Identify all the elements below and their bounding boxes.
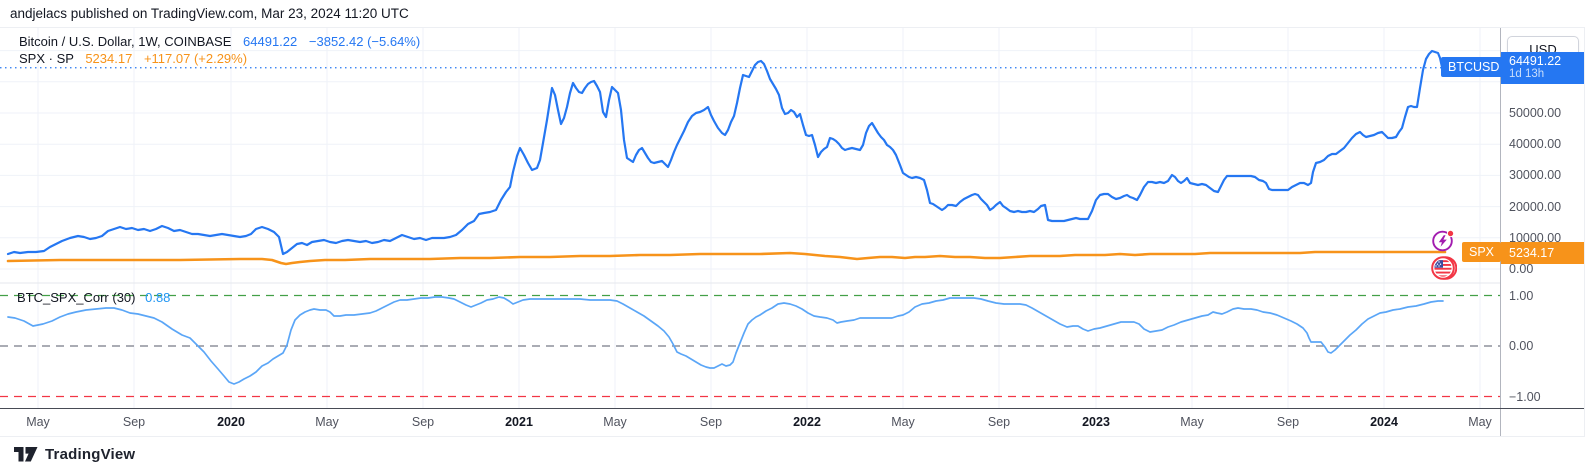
notification-dot [1446,229,1455,238]
price-label-40000.00: 40000.00 [1509,137,1562,152]
spx-change: +117.07 (+2.29%) [143,51,248,66]
btc-badge-price: 64491.22 [1509,53,1562,68]
price-label-20000.00: 20000.00 [1509,199,1562,214]
price-axis[interactable]: USD 64491.22 1d 13h 5234.17 50000.00 4000… [1500,28,1585,436]
indicator-value: 0.88 [145,290,171,305]
idea-flash-icon[interactable] [1431,229,1455,253]
btcusd-symbol-badge: BTCUSD [1441,57,1507,78]
corr-label-1.00: 1.00 [1509,288,1534,303]
time-tick-Sep: Sep [699,415,723,429]
time-tick-May: May [891,415,915,429]
time-tick-2020: 2020 [217,415,245,429]
corr-label-−1.00: −1.00 [1509,389,1541,404]
correlation-indicator-legend[interactable]: BTC_SPX_Corr (30) 0.88 [17,290,170,305]
indicator-level-lines [0,67,1500,398]
us-flag-stripes [1434,259,1452,277]
gridlines [0,28,1500,408]
price-label-50000.00: 50000.00 [1509,106,1562,120]
spx-badge-price: 5234.17 [1509,245,1555,260]
series-BTCUSD [6,49,1444,256]
time-tick-2022: 2022 [793,415,821,429]
symbol-title: Bitcoin / U.S. Dollar, 1W, COINBASE [19,34,232,49]
main-chart-legend: Bitcoin / U.S. Dollar, 1W, COINBASE 6449… [19,33,420,67]
time-tick-Sep: Sep [122,415,146,429]
spx-title: SPX · SP [19,51,74,66]
footer-bar: TradingView [0,436,1585,472]
publish-header: andjelacs published on TradingView.com, … [0,0,1585,28]
publish-info-text: andjelacs published on TradingView.com, … [10,6,409,21]
time-tick-Sep: Sep [987,415,1011,429]
series-lines [6,49,1447,385]
time-axis[interactable]: May Sep 2020 May Sep 2021 May Sep 2022 May Sep 2023… [0,408,1500,436]
time-tick-May: May [1180,415,1204,429]
spx-legend-row[interactable]: SPX · SP 5234.17 +117.07 (+2.29%) [19,50,420,67]
price-label-0.00: 0.00 [1509,262,1534,276]
time-tick-May: May [1468,415,1492,429]
tradingview-logo-icon[interactable] [14,447,38,462]
symbol-change: −3852.42 (−5.64%) [308,34,421,49]
corr-label-0.00: 0.00 [1509,339,1534,353]
time-tick-2021: 2021 [505,415,533,429]
time-tick-May: May [603,415,627,429]
spx-last-price: 5234.17 [85,51,133,66]
us-flag-icon[interactable] [1431,255,1457,281]
indicator-title: BTC_SPX_Corr (30) [17,290,136,305]
time-tick-Sep: Sep [411,415,435,429]
spx-symbol-badge: SPX [1462,242,1502,263]
time-tick-May: May [26,415,50,429]
time-axis-border [0,408,1585,409]
bar-countdown: 1d 13h [1509,67,1545,80]
spx-last-price-badge: 5234.17 [1501,241,1585,264]
price-label-10000.00: 10000.00 [1509,230,1562,245]
lightning-bolt-icon [1438,235,1447,247]
series-SPX [6,250,1447,266]
symbol-last-price: 64491.22 [243,34,298,49]
time-tick-May: May [315,415,339,429]
price-label-30000.00: 30000.00 [1509,168,1562,183]
time-tick-2023: 2023 [1082,415,1110,429]
time-tick-2024: 2024 [1370,415,1398,429]
series-BTC_SPX_Corr (30) [7,296,1444,385]
symbol-legend-row[interactable]: Bitcoin / U.S. Dollar, 1W, COINBASE 6449… [19,33,420,50]
btc-last-price-badge: 64491.22 1d 13h [1501,51,1585,84]
tradingview-brand-text[interactable]: TradingView [45,446,136,463]
time-tick-Sep: Sep [1276,415,1300,429]
